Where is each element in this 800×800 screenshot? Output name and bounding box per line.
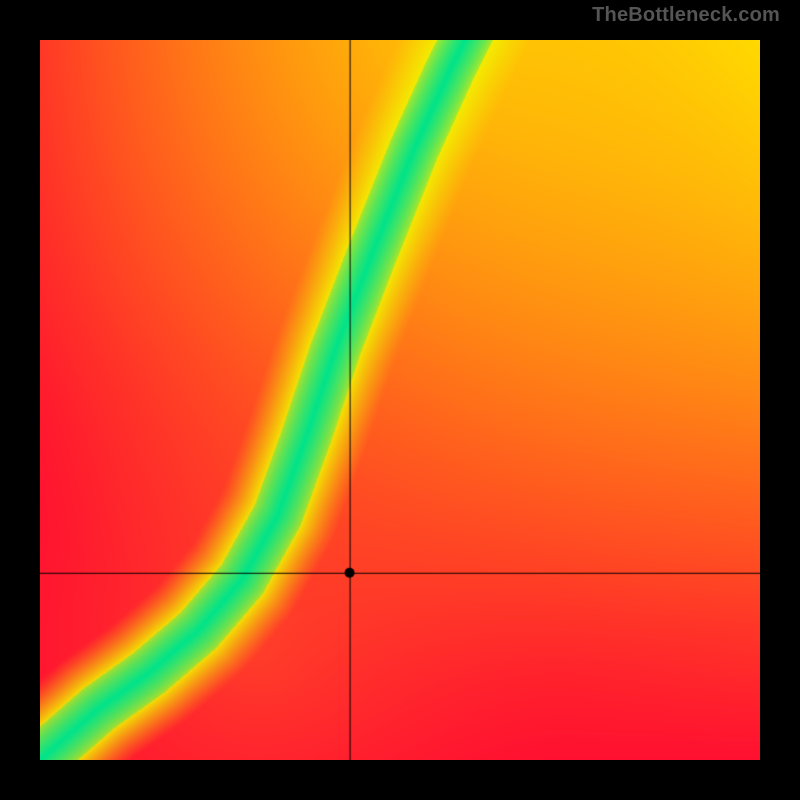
attribution-label: TheBottleneck.com [592,4,780,27]
heatmap-canvas [40,40,760,760]
chart-container: TheBottleneck.com [0,0,800,800]
plot-area [40,40,760,760]
